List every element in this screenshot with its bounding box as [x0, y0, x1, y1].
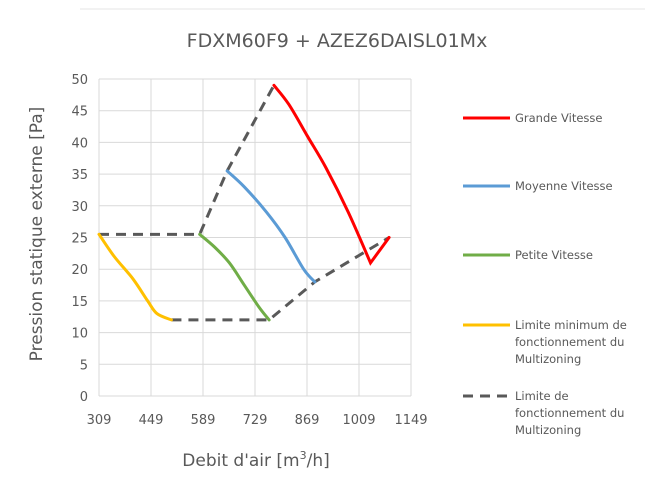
- x-tick-label: 449: [139, 413, 164, 428]
- legend-label-3-line-1: fonctionnement du: [515, 335, 624, 349]
- series-line-0: [272, 83, 391, 266]
- y-tick-label: 25: [71, 232, 88, 247]
- series-line-3: [97, 232, 173, 322]
- x-tick-label: 869: [295, 413, 320, 428]
- legend-label-3-line-0: Limite minimum de: [515, 318, 627, 332]
- y-tick-label: 5: [80, 358, 88, 373]
- series-line-2: [198, 232, 271, 322]
- x-axis-title-end: /h]: [307, 451, 330, 471]
- y-tick-label: 15: [71, 295, 88, 310]
- legend-label-3-line-2: Multizoning: [515, 352, 581, 366]
- legend-label-0: Grande Vitesse: [515, 111, 602, 125]
- x-axis-title-superscript: 3: [300, 449, 307, 462]
- y-tick-label: 10: [71, 327, 88, 342]
- legend-label-4-line-2: Multizoning: [515, 423, 581, 437]
- series-lines: [97, 83, 391, 322]
- y-tick-label: 35: [71, 168, 88, 183]
- legend-label-1: Moyenne Vitesse: [515, 179, 613, 193]
- y-tick-label: 45: [71, 105, 88, 120]
- legend: Grande Vitesse Moyenne Vitesse Petite Vite…: [463, 111, 627, 437]
- legend-label-2: Petite Vitesse: [515, 248, 593, 262]
- legend-label-4-line-1: fonctionnement du: [515, 406, 624, 420]
- y-tick-label: 30: [71, 200, 88, 215]
- y-tick-label: 20: [71, 263, 88, 278]
- x-axis-title-main: Debit d'air [m: [182, 451, 299, 471]
- x-axis-title: Debit d'air [m3/h]: [182, 449, 329, 471]
- series-line-dashed-1: [99, 84, 276, 236]
- x-tick-label: 1009: [342, 413, 375, 428]
- y-tick-label: 40: [71, 136, 88, 151]
- x-tick-label: 729: [243, 413, 268, 428]
- y-axis-title: Pression statique externe [Pa]: [27, 107, 47, 362]
- y-tick-labels: 0 5 10 15 20 25 30 35 40 45 50: [71, 73, 88, 405]
- y-tick-label: 0: [80, 390, 88, 405]
- x-tick-labels: 309 449 589 729 869 1009 1149: [87, 413, 428, 428]
- x-tick-label: 309: [87, 413, 112, 428]
- grid-lines: [98, 78, 412, 397]
- series-line-dashed-2: [171, 236, 390, 322]
- legend-label-4-line-0: Limite de: [515, 389, 569, 403]
- y-tick-label: 50: [71, 73, 88, 88]
- x-tick-label: 589: [191, 413, 216, 428]
- x-tick-label: 1149: [394, 413, 427, 428]
- chart-title: FDXM60F9 + AZEZ6DAISL01Mx: [187, 30, 488, 52]
- series-line-1: [225, 169, 317, 284]
